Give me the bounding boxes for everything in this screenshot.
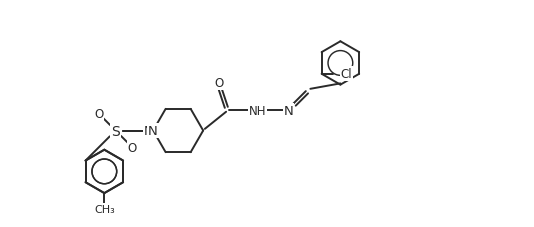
Text: O: O (128, 141, 137, 154)
Text: Cl: Cl (340, 68, 352, 81)
Text: S: S (111, 124, 120, 138)
Text: N: N (284, 105, 294, 118)
Text: O: O (214, 77, 224, 90)
Text: O: O (95, 108, 104, 121)
Text: N: N (144, 124, 154, 137)
Text: N: N (148, 124, 158, 137)
Text: NH: NH (249, 105, 266, 118)
Text: CH₃: CH₃ (94, 204, 115, 214)
